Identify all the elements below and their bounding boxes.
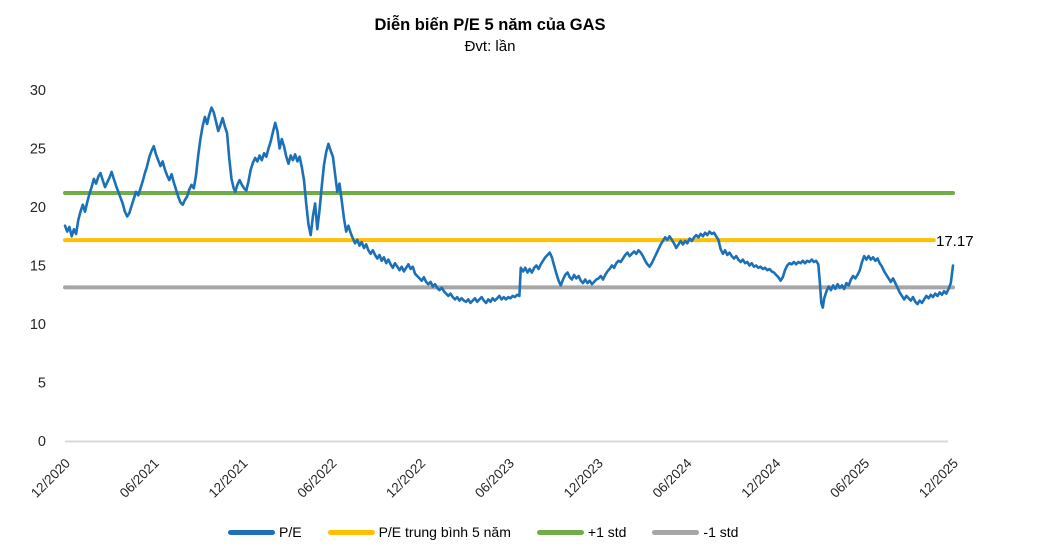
svg-text:20: 20 [30,200,46,216]
svg-text:12/2022: 12/2022 [383,456,428,501]
mean-line-swatch-icon [327,529,375,535]
svg-text:06/2025: 06/2025 [827,456,872,501]
svg-text:0: 0 [38,434,46,450]
svg-text:10: 10 [30,317,46,333]
legend-item-mean: P/E trung bình 5 năm [327,524,511,540]
svg-text:06/2021: 06/2021 [117,456,162,501]
svg-text:12/2020: 12/2020 [28,456,73,501]
svg-text:12/2023: 12/2023 [561,456,606,501]
legend-item-pe: P/E [228,524,302,540]
svg-text:06/2023: 06/2023 [472,456,517,501]
chart-unit-note: Đvt: lần [464,38,516,55]
svg-text:06/2022: 06/2022 [294,456,339,501]
svg-text:5: 5 [38,376,46,392]
plus1std-line-swatch-icon [536,529,584,535]
chart-title: Diễn biến P/E 5 năm của GAS [374,16,606,34]
legend-label-minus1std: -1 std [703,524,739,540]
legend-item-minus1std: -1 std [652,524,738,540]
mean-value-label: 17.17 [936,233,974,250]
legend-item-plus1std: +1 std [536,524,627,540]
svg-text:12/2024: 12/2024 [738,455,783,500]
svg-text:30: 30 [30,83,46,99]
minus1std-line-swatch-icon [652,529,700,535]
legend: P/E P/E trung bình 5 năm +1 std -1 std [228,524,738,540]
legend-label-plus1std: +1 std [587,524,627,540]
svg-text:12/2025: 12/2025 [916,456,961,501]
svg-text:25: 25 [30,142,46,158]
svg-text:06/2024: 06/2024 [650,455,695,500]
svg-text:12/2021: 12/2021 [206,456,251,501]
legend-label-pe: P/E [279,524,302,540]
pe-line-swatch-icon [228,529,275,535]
svg-text:15: 15 [30,259,46,275]
legend-label-mean: P/E trung bình 5 năm [378,524,511,540]
